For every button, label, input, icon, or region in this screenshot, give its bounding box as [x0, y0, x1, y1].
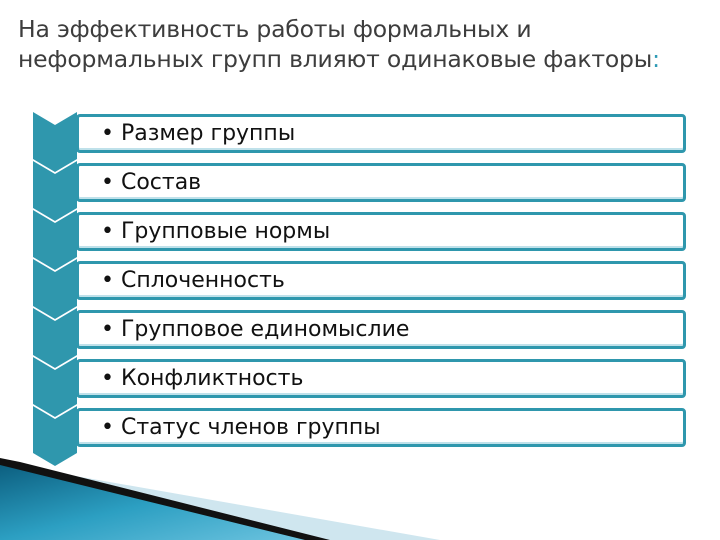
chevron-icon: [33, 161, 77, 221]
factor-label: • Сплоченность: [101, 268, 285, 293]
factor-item: • Групповое единомыслие: [76, 310, 686, 349]
chevron-icon: [33, 308, 77, 368]
chevron-icon: [33, 112, 77, 172]
chevron-icon: [33, 210, 77, 270]
factor-item: • Размер группы: [76, 114, 686, 153]
title-text: На эффективность работы формальных и неф…: [18, 15, 653, 73]
title-colon: :: [652, 45, 660, 73]
factor-label: • Групповые нормы: [101, 219, 331, 244]
chevron-icon: [33, 406, 77, 466]
slide-title: На эффективность работы формальных и неф…: [18, 14, 698, 74]
factor-item: • Сплоченность: [76, 261, 686, 300]
factor-item: • Состав: [76, 163, 686, 202]
factor-item: • Конфликтность: [76, 359, 686, 398]
chevron-icon: [33, 259, 77, 319]
chevron-icon: [33, 357, 77, 417]
factor-label: • Размер группы: [101, 121, 296, 146]
factor-label: • Состав: [101, 170, 202, 195]
factor-item: • Групповые нормы: [76, 212, 686, 251]
factor-item: • Статус членов группы: [76, 408, 686, 447]
factor-label: • Конфликтность: [101, 366, 304, 391]
factor-label: • Статус членов группы: [101, 415, 381, 440]
factor-label: • Групповое единомыслие: [101, 317, 410, 342]
